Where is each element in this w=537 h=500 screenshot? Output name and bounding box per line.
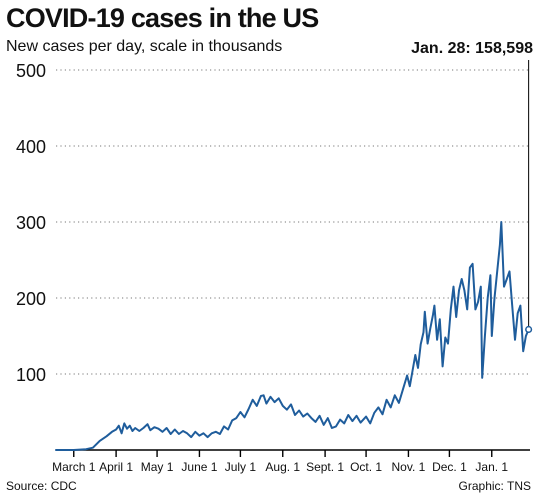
x-tick-label: April 1 [99,460,133,474]
x-tick-label: March 1 [52,460,96,474]
x-tick-label: May 1 [141,460,174,474]
series-line [55,221,530,451]
x-tick-label: Aug. 1 [265,460,300,474]
graphic-credit: Graphic: TNS [458,479,531,493]
x-tick-label: Oct. 1 [350,460,382,474]
y-tick-label: 200 [16,289,46,309]
y-tick-label: 100 [16,365,46,385]
x-tick-label: Nov. 1 [392,460,426,474]
x-tick-label: June 1 [181,460,217,474]
chart-subtitle: New cases per day, scale in thousands [6,38,283,55]
y-tick-label: 500 [16,61,46,81]
y-tick-label: 400 [16,137,46,157]
source-note: Source: CDC [6,479,77,493]
x-tick-label: Dec. 1 [432,460,467,474]
latest-value-marker [525,325,533,334]
y-tick-label: 300 [16,213,46,233]
x-tick-label: Jan. 1 [475,460,508,474]
chart-title: COVID-19 cases in the US [6,3,319,33]
x-tick-label: Sept. 1 [306,460,344,474]
x-tick-label: July 1 [225,460,257,474]
latest-value-callout: Jan. 28: 158,598 [411,40,533,57]
